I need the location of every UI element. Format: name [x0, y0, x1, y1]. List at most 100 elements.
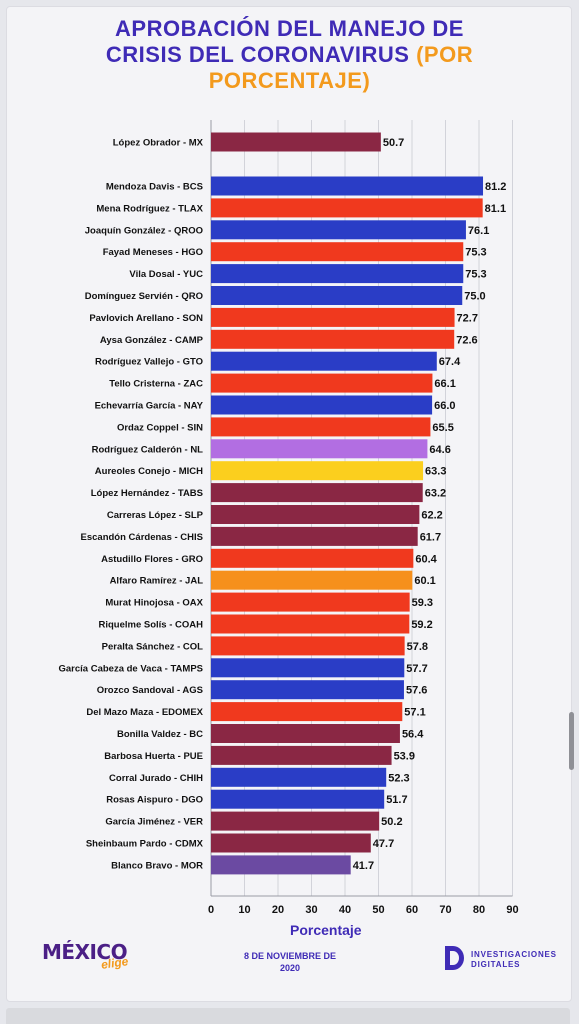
bar	[211, 373, 433, 393]
bar	[211, 767, 387, 787]
bar-value-label: 81.2	[485, 181, 506, 193]
bar-value-label: 57.1	[404, 707, 425, 719]
bar-value-label: 76.1	[468, 225, 489, 237]
bar	[211, 329, 455, 349]
scrollbar-thumb[interactable]	[569, 712, 574, 770]
category-label: Alfaro Ramírez - JAL	[110, 576, 204, 587]
x-tick-label: 60	[406, 904, 418, 916]
bar-value-label: 66.0	[434, 400, 455, 412]
category-label: Tello Cristerna - ZAC	[109, 379, 203, 390]
category-label: Fayad Meneses - HGO	[103, 247, 203, 258]
bar-value-label: 50.7	[383, 137, 404, 149]
bar	[211, 658, 405, 678]
x-tick-label: 90	[506, 904, 518, 916]
bar-value-label: 64.6	[429, 444, 450, 456]
category-label: Escandón Cárdenas - CHIS	[81, 532, 203, 543]
x-tick-label: 30	[305, 904, 317, 916]
investigaciones-digitales-logo-icon	[445, 946, 464, 970]
date-line-1: 8 DE NOVIEMBRE DE	[243, 951, 337, 961]
bar-value-label: 41.7	[353, 860, 374, 872]
x-tick-label: 20	[272, 904, 284, 916]
bar	[211, 132, 381, 152]
x-axis-label: Porcentaje	[290, 922, 362, 938]
category-label: Orozco Sandoval - AGS	[97, 685, 203, 696]
bar-value-label: 62.2	[421, 510, 442, 522]
x-tick-label: 70	[439, 904, 451, 916]
investigaciones-digitales-brand: INVESTIGACIONES DIGITALES	[471, 950, 557, 970]
category-label: Joaquín González - QROO	[85, 225, 203, 236]
category-label: Echevarría García - NAY	[95, 401, 204, 412]
category-label: Del Mazo Maza - EDOMEX	[86, 707, 203, 718]
bar-value-label: 72.7	[457, 312, 478, 324]
bar-value-label: 57.6	[406, 685, 427, 697]
category-label: Domínguez Servién - QRO	[85, 291, 203, 302]
bar-value-label: 57.8	[407, 641, 428, 653]
category-label: Blanco Bravo - MOR	[111, 860, 203, 871]
bar-value-label: 75.3	[465, 247, 486, 259]
title-line-2-accent: (POR	[416, 42, 474, 67]
title-line-2-main: CRISIS DEL CORONAVIRUS	[105, 42, 410, 67]
chart-title: APROBACIÓN DEL MANEJO DE CRISIS DEL CORO…	[0, 16, 579, 94]
category-label: Peralta Sánchez - COL	[102, 641, 204, 652]
category-label: Riquelme Solís - COAH	[98, 620, 203, 631]
category-label: Mena Rodríguez - TLAX	[96, 203, 203, 214]
category-label: Corral Jurado - CHIH	[109, 773, 203, 784]
bar-value-label: 75.0	[464, 291, 485, 303]
brand-line-2: DIGITALES	[471, 960, 521, 969]
category-label: Aysa González - CAMP	[100, 335, 204, 346]
category-label: Sheinbaum Pardo - CDMX	[86, 839, 204, 850]
bar-value-label: 51.7	[386, 794, 407, 806]
bar	[211, 526, 418, 546]
bar-value-label: 53.9	[394, 750, 415, 762]
bar	[211, 505, 420, 524]
bar	[211, 286, 463, 305]
category-label: Aureoles Conejo - MICH	[95, 466, 203, 477]
bar	[211, 264, 464, 284]
bar	[211, 702, 403, 722]
category-label: Rodríguez Vallejo - GTO	[95, 357, 203, 368]
bar-value-label: 52.3	[388, 772, 409, 784]
category-label: Carreras López - SLP	[107, 510, 204, 521]
bar	[211, 680, 404, 700]
bar	[211, 789, 385, 809]
bar	[211, 220, 466, 240]
bar	[211, 176, 484, 196]
mexico-elige-logo: MÉXICO	[42, 940, 128, 964]
category-label: García Jiménez - VER	[105, 817, 203, 828]
title-line-3: PORCENTAJE)	[208, 68, 371, 93]
category-label: Rodríguez Calderón - NL	[92, 444, 204, 455]
x-tick-label: 10	[238, 904, 250, 916]
x-tick-label: 0	[208, 904, 214, 916]
category-label: García Cabeza de Vaca - TAMPS	[59, 663, 204, 674]
bar-value-label: 65.5	[432, 422, 453, 434]
category-label: López Hernández - TABS	[91, 488, 203, 499]
bar-value-label: 81.1	[485, 203, 506, 215]
bar-value-label: 72.6	[456, 334, 477, 346]
bar	[211, 745, 392, 765]
bar	[211, 242, 464, 262]
bar	[211, 439, 428, 459]
bar	[211, 198, 483, 218]
bar	[211, 417, 431, 437]
bar	[211, 351, 437, 371]
category-label: López Obrador - MX	[113, 138, 204, 149]
bar-value-label: 57.7	[406, 663, 427, 675]
bar-value-label: 61.7	[420, 531, 441, 543]
bar	[211, 724, 400, 743]
date-line-2: 2020	[279, 963, 301, 973]
category-label: Mendoza Davis - BCS	[106, 182, 203, 193]
bar	[211, 483, 423, 503]
category-label: Ordaz Coppel - SIN	[117, 422, 203, 433]
bar	[211, 307, 455, 327]
x-tick-label: 80	[473, 904, 485, 916]
title-line-1: APROBACIÓN DEL MANEJO DE	[115, 16, 464, 41]
bar-value-label: 63.3	[425, 466, 446, 478]
category-label: Pavlovich Arellano - SON	[89, 313, 203, 324]
bar-value-label: 75.3	[465, 269, 486, 281]
category-label: Barbosa Huerta - PUE	[104, 751, 203, 762]
category-label: Astudillo Flores - GRO	[101, 554, 203, 565]
publication-date: 8 DE NOVIEMBRE DE 2020	[230, 950, 350, 974]
bar	[211, 570, 413, 590]
bar-value-label: 63.2	[425, 488, 446, 500]
